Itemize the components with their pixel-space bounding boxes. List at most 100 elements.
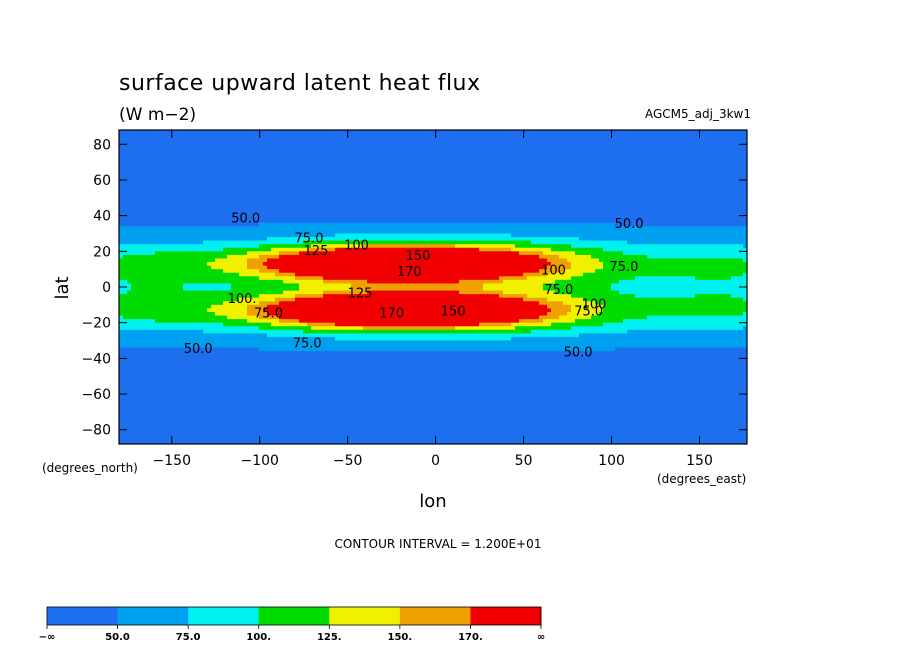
- contour-cell: [311, 176, 316, 181]
- contour-cell: [499, 197, 504, 202]
- contour-cell: [707, 165, 712, 170]
- contour-cell: [303, 179, 308, 185]
- contour-cell: [611, 201, 616, 206]
- contour-cell: [479, 151, 484, 156]
- contour-cell: [299, 219, 304, 224]
- contour-cell: [495, 240, 500, 245]
- contour-cell: [343, 130, 348, 135]
- contour-cell: [315, 179, 320, 185]
- contour-cell: [155, 233, 160, 238]
- contour-cell: [635, 158, 640, 163]
- contour-cell: [219, 176, 224, 181]
- contour-cell: [171, 240, 176, 245]
- contour-cell: [563, 240, 568, 245]
- contour-cell: [291, 154, 296, 160]
- contour-cell: [611, 215, 616, 220]
- contour-cell: [679, 172, 684, 177]
- contour-cell: [651, 151, 656, 156]
- contour-cell: [343, 179, 348, 185]
- contour-cell: [371, 215, 376, 220]
- contour-cell: [319, 215, 324, 220]
- contour-cell: [155, 204, 160, 210]
- contour-cell: [255, 130, 260, 135]
- contour-cell: [191, 187, 196, 192]
- contour-cell: [731, 229, 736, 235]
- contour-cell: [211, 151, 216, 156]
- contour-cell: [287, 237, 292, 242]
- contour-cell: [263, 144, 268, 149]
- contour-cell: [519, 222, 524, 227]
- contour-cell: [587, 226, 592, 231]
- contour-cell: [223, 187, 228, 192]
- contour-cell: [723, 229, 728, 235]
- contour-cell: [351, 183, 356, 188]
- contour-cell: [275, 158, 280, 163]
- contour-cell: [427, 147, 432, 153]
- contour-cell: [683, 219, 688, 224]
- contour-cell: [699, 212, 704, 217]
- contour-cell: [423, 229, 428, 235]
- contour-cell: [547, 137, 552, 142]
- contour-cell: [571, 194, 576, 199]
- contour-cell: [331, 130, 336, 135]
- contour-cell: [279, 197, 284, 202]
- contour-cell: [723, 194, 728, 199]
- contour-cell: [355, 229, 360, 235]
- contour-cell: [531, 137, 536, 142]
- contour-cell: [699, 237, 704, 242]
- contour-cell: [615, 204, 620, 210]
- contour-cell: [347, 162, 352, 167]
- contour-cell: [195, 130, 200, 135]
- contour-cell: [371, 137, 376, 142]
- contour-cell: [459, 176, 464, 181]
- contour-cell: [695, 197, 700, 202]
- contour-cell: [175, 179, 180, 185]
- contour-cell: [471, 179, 476, 185]
- contour-cell: [135, 172, 140, 177]
- contour-cell: [135, 233, 140, 238]
- contour-cell: [723, 215, 728, 220]
- contour-cell: [703, 237, 708, 242]
- contour-cell: [391, 201, 396, 206]
- contour-cell: [119, 226, 124, 231]
- contour-cell: [495, 233, 500, 238]
- contour-cell: [447, 144, 452, 149]
- contour-cell: [239, 240, 244, 245]
- contour-cell: [427, 215, 432, 220]
- contour-cell: [147, 229, 152, 235]
- contour-cell: [411, 147, 416, 153]
- contour-cell: [139, 154, 144, 160]
- contour-cell: [727, 233, 732, 238]
- contour-cell: [259, 130, 264, 135]
- contour-cell: [295, 151, 300, 156]
- contour-cell: [599, 226, 604, 231]
- contour-cell: [503, 130, 508, 135]
- contour-cell: [555, 151, 560, 156]
- contour-cell: [535, 169, 540, 174]
- contour-cell: [527, 176, 532, 181]
- contour-cell: [527, 229, 532, 235]
- contour-cell: [743, 165, 747, 170]
- contour-cell: [351, 204, 356, 210]
- contour-cell: [515, 158, 520, 163]
- contour-cell: [319, 212, 324, 217]
- contour-cell: [387, 208, 392, 213]
- contour-cell: [123, 240, 128, 245]
- contour-cell: [227, 183, 232, 188]
- contour-cell: [731, 219, 736, 224]
- contour-cell: [447, 133, 452, 138]
- contour-cell: [711, 194, 716, 199]
- contour-cell: [307, 137, 312, 142]
- contour-cell: [543, 190, 548, 195]
- contour-cell: [683, 201, 688, 206]
- contour-cell: [479, 219, 484, 224]
- contour-cell: [739, 162, 744, 167]
- contour-cell: [563, 208, 568, 213]
- contour-cell: [419, 219, 424, 224]
- contour-cell: [127, 162, 132, 167]
- contour-cell: [591, 137, 596, 142]
- contour-cell: [263, 204, 268, 210]
- contour-cell: [735, 201, 740, 206]
- contour-cell: [351, 147, 356, 153]
- contour-cell: [259, 215, 264, 220]
